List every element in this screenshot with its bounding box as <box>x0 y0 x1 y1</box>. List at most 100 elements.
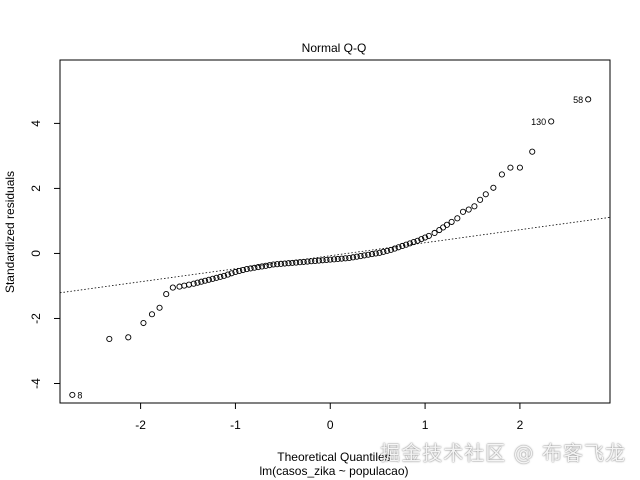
data-point <box>529 148 536 155</box>
data-point <box>266 262 273 269</box>
data-point <box>471 203 478 210</box>
y-tick-label: 4 <box>29 120 43 127</box>
data-point <box>368 251 376 258</box>
data-point <box>422 234 429 241</box>
watermark-text: 掘金技术社区 @ 布客飞龙 <box>380 441 626 465</box>
x-axis-label: Theoretical Quantiles <box>277 450 390 464</box>
y-axis-label: Standardized residuals <box>3 171 17 293</box>
y-tick-label: 0 <box>29 250 43 257</box>
qq-reference-line <box>60 216 610 294</box>
data-point <box>217 273 224 280</box>
data-point <box>361 252 368 259</box>
data-point <box>482 191 489 198</box>
data-point <box>169 284 176 291</box>
data-point <box>342 255 349 262</box>
data-point <box>308 258 315 265</box>
data-point <box>251 264 258 271</box>
data-point <box>221 272 228 279</box>
data-point <box>190 280 197 287</box>
data-point <box>319 257 326 264</box>
data-point <box>346 254 353 262</box>
data-point <box>270 261 277 268</box>
x-tick-label: 1 <box>422 418 429 432</box>
data-point <box>448 218 455 225</box>
data-point <box>414 237 421 244</box>
data-point <box>391 245 398 252</box>
data-point <box>243 266 250 273</box>
data-point <box>274 261 281 268</box>
data-point <box>296 259 303 266</box>
point-label: 58 <box>573 95 583 105</box>
data-point <box>376 249 383 256</box>
data-point <box>293 259 300 266</box>
data-point <box>459 208 467 215</box>
data-point <box>198 278 205 285</box>
data-point <box>418 236 425 243</box>
data-point <box>224 271 231 278</box>
y-tick-label: 2 <box>29 185 43 192</box>
data-point <box>357 252 364 260</box>
data-point <box>213 274 220 281</box>
data-point <box>312 257 319 264</box>
data-point <box>331 256 338 263</box>
chart-title: Normal Q-Q <box>302 41 367 55</box>
data-point <box>353 253 360 260</box>
data-point <box>315 257 322 264</box>
data-point <box>277 260 284 267</box>
data-point <box>338 255 345 262</box>
x-tick-label: 0 <box>327 418 334 432</box>
data-point <box>304 258 311 265</box>
data-point <box>205 276 212 283</box>
data-point <box>156 304 163 311</box>
data-point <box>465 206 472 213</box>
data-point <box>262 262 269 269</box>
data-point <box>454 215 461 222</box>
data-point <box>365 251 372 258</box>
data-point <box>194 279 201 286</box>
x-tick-label: -2 <box>135 418 146 432</box>
data-point <box>507 164 514 171</box>
data-point <box>410 239 417 246</box>
point-label: 130 <box>531 117 546 127</box>
data-point <box>387 246 394 253</box>
point-label: 8 <box>77 390 82 400</box>
y-tick-label: -4 <box>29 378 43 389</box>
data-point <box>140 319 147 327</box>
data-point <box>281 260 288 267</box>
data-point <box>255 264 262 271</box>
data-point <box>232 268 239 276</box>
x-tick-label: 2 <box>517 418 524 432</box>
data-point <box>163 291 170 298</box>
data-point <box>69 391 76 398</box>
data-point <box>125 334 132 341</box>
data-point <box>395 244 402 251</box>
data-point <box>239 266 247 274</box>
data-point <box>289 259 296 266</box>
data-point <box>425 232 432 239</box>
data-point <box>477 196 484 203</box>
plot-frame <box>59 59 611 404</box>
data-point <box>323 256 330 263</box>
data-point <box>443 221 450 228</box>
data-point <box>349 254 357 261</box>
data-point <box>490 184 497 191</box>
data-point <box>285 260 292 267</box>
data-point <box>209 275 216 282</box>
data-point <box>202 277 209 284</box>
data-point <box>228 270 235 277</box>
data-point <box>106 335 113 343</box>
data-point <box>334 255 341 263</box>
data-point <box>548 118 555 125</box>
data-point <box>403 241 410 248</box>
data-point <box>236 267 243 275</box>
chart-subtitle: lm(casos_zika ~ populacao) <box>259 464 408 478</box>
x-tick-label: -1 <box>230 418 241 432</box>
data-point <box>498 171 505 178</box>
data-point <box>372 250 379 257</box>
data-point <box>399 242 406 250</box>
data-point <box>431 229 438 237</box>
y-tick-label: -2 <box>29 313 43 324</box>
data-point <box>247 265 254 272</box>
data-point <box>300 258 307 265</box>
